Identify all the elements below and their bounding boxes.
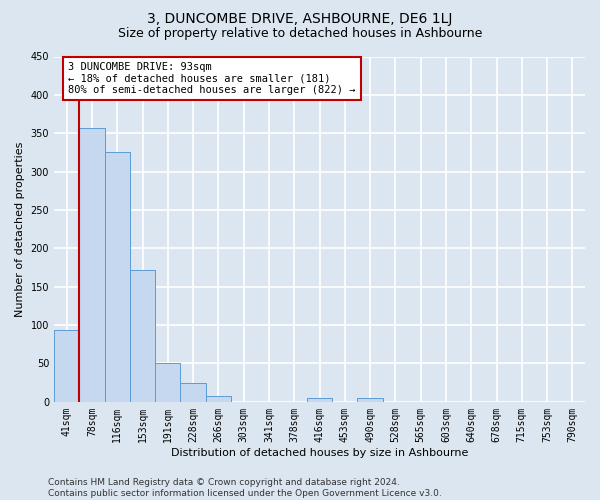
Y-axis label: Number of detached properties: Number of detached properties (15, 142, 25, 317)
Text: Size of property relative to detached houses in Ashbourne: Size of property relative to detached ho… (118, 28, 482, 40)
Bar (54, 330, 79, 402)
Text: 3 DUNCOMBE DRIVE: 93sqm
← 18% of detached houses are smaller (181)
80% of semi-d: 3 DUNCOMBE DRIVE: 93sqm ← 18% of detache… (68, 62, 355, 95)
Bar (206, 396, 231, 402)
Bar (79, 128, 104, 402)
X-axis label: Distribution of detached houses by size in Ashbourne: Distribution of detached houses by size … (171, 448, 468, 458)
Bar (358, 398, 383, 402)
Bar (130, 270, 155, 402)
Bar (307, 398, 332, 402)
Text: Contains HM Land Registry data © Crown copyright and database right 2024.
Contai: Contains HM Land Registry data © Crown c… (48, 478, 442, 498)
Bar (181, 382, 206, 402)
Bar (104, 152, 130, 402)
Text: 3, DUNCOMBE DRIVE, ASHBOURNE, DE6 1LJ: 3, DUNCOMBE DRIVE, ASHBOURNE, DE6 1LJ (148, 12, 452, 26)
Bar (155, 362, 181, 402)
